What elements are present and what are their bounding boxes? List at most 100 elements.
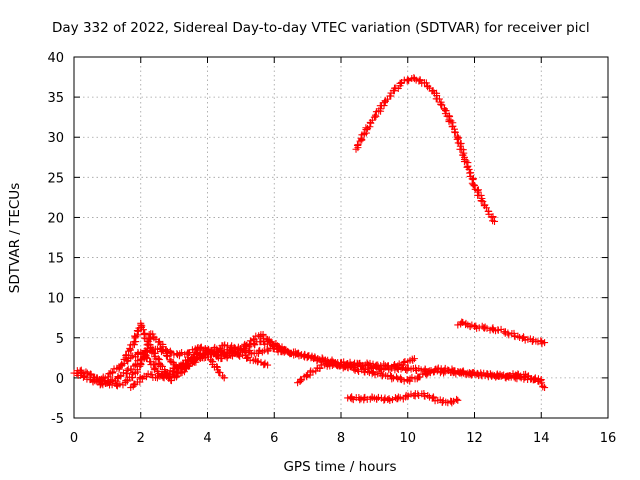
data-point [497,374,499,377]
data-point [420,369,422,371]
data-point [483,327,486,329]
data-point [156,370,159,373]
data-point [407,379,409,381]
data-point [90,376,92,378]
data-point [457,370,459,373]
data-point [133,341,135,343]
data-point [263,350,265,352]
data-point [347,397,349,399]
data-point [216,351,219,353]
y-tick-label: 30 [47,131,64,146]
data-point [363,132,365,134]
x-axis-label: GPS time / hours [283,459,396,475]
data-point [156,377,159,379]
series-arc-neg [344,390,462,407]
series-arc-e [127,346,272,392]
data-point [100,380,102,382]
chart-title: Day 332 of 2022, Sidereal Day-to-day VTE… [52,20,590,36]
data-point [527,375,529,377]
data-point [140,351,142,353]
data-point [373,397,375,399]
data-point [327,359,329,361]
x-tick-label: 12 [466,431,483,446]
data-point [543,386,546,389]
data-point [307,374,309,376]
data-point [537,341,539,343]
data-point [250,344,252,346]
data-point [190,362,192,365]
x-tick-label: 0 [70,431,78,446]
data-point [413,78,416,80]
data-point [447,402,449,404]
y-tick-label: 10 [47,292,64,307]
data-point [273,348,275,350]
data-point [176,366,179,369]
data-point [250,340,252,342]
data-point [256,361,259,363]
data-point [427,372,429,374]
data-point [397,378,399,380]
data-point [423,82,426,84]
data-point [373,116,375,118]
series-arc-high [352,74,499,225]
data-point [283,351,285,353]
data-point [453,128,456,130]
data-point [307,355,309,357]
data-point [417,393,419,395]
data-point [150,361,152,363]
data-point [226,349,229,351]
y-tick-label: 40 [47,51,64,66]
data-point [106,382,108,384]
data-point [433,92,436,94]
data-point [400,82,402,85]
y-tick-label: 25 [47,171,64,186]
data-point [180,372,182,374]
data-point [86,372,88,374]
data-point [347,366,349,369]
data-point [493,220,496,223]
data-point [387,398,389,401]
data-point [507,332,509,334]
data-point [447,369,449,371]
x-tick-label: 8 [337,431,345,446]
data-point [517,335,519,337]
data-point [437,399,439,401]
x-tick-label: 10 [399,431,416,446]
data-point [407,395,409,397]
data-point [467,324,469,326]
x-tick-label: 4 [203,431,211,446]
data-point [110,372,112,374]
data-point [393,90,395,92]
data-point [407,361,409,363]
data-point [357,363,359,365]
data-point [497,329,499,331]
data-point [230,354,232,357]
data-point [483,204,486,207]
y-tick-label: 0 [56,372,64,387]
data-point [160,343,162,345]
y-tick-label: 20 [47,211,64,226]
data-point [136,369,139,371]
data-point [297,353,299,355]
data-point [186,359,189,361]
data-point [443,108,446,110]
data-point [457,324,459,326]
data-point [170,361,172,363]
data-point [357,369,359,371]
data-point [116,385,118,387]
data-point [410,368,412,370]
data-point [383,102,385,104]
data-point [216,369,219,371]
data-point [407,78,409,81]
data-point [527,338,529,340]
data-point [387,375,389,377]
x-tick-label: 14 [533,431,550,446]
data-point [120,375,122,377]
data-point [413,358,416,360]
data-point [507,375,509,377]
data-point [473,184,476,186]
data-point [150,346,152,349]
y-tick-label: 5 [56,332,64,347]
x-tick-label: 2 [137,431,145,446]
